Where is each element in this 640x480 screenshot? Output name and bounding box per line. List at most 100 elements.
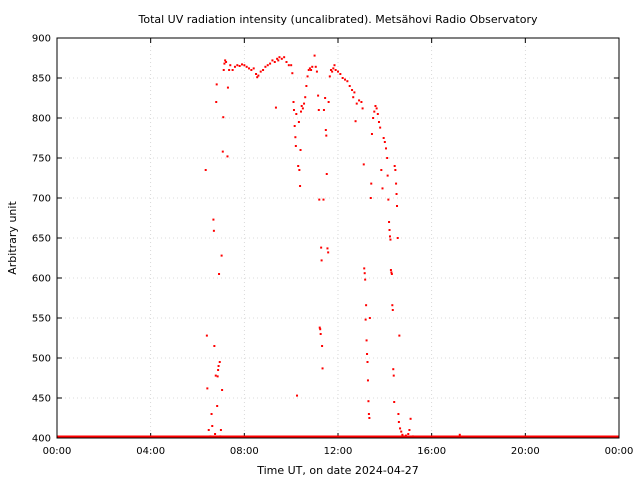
data-point [395, 182, 398, 185]
x-tick-label: 00:00 [605, 446, 634, 457]
data-point [222, 69, 225, 71]
data-point [393, 165, 396, 167]
data-point [317, 109, 320, 111]
data-point [280, 57, 283, 60]
data-point [214, 374, 217, 377]
data-point [373, 110, 376, 113]
data-point [283, 56, 286, 59]
data-point [255, 73, 258, 75]
data-point [209, 435, 212, 438]
data-point [226, 86, 229, 89]
data-point [388, 235, 391, 238]
x-axis-label: Time UT, on date 2024-04-27 [256, 464, 419, 477]
data-point [458, 433, 461, 436]
data-point [296, 394, 299, 397]
data-point [331, 70, 334, 73]
data-point [366, 353, 369, 355]
data-point [376, 113, 379, 115]
data-point [238, 65, 241, 67]
y-tick-label: 750 [32, 154, 51, 165]
data-point [321, 367, 324, 370]
data-point [358, 99, 361, 102]
data-point [213, 345, 216, 347]
data-point [394, 169, 397, 171]
data-point [366, 379, 369, 382]
data-point [386, 174, 389, 177]
y-tick-label: 450 [32, 394, 51, 405]
y-tick-label: 500 [32, 354, 51, 365]
y-axis-ticks: 400 450 500 550 600 650 700 750 800 850 900 [32, 34, 619, 445]
data-point [225, 61, 228, 63]
data-point [311, 65, 314, 68]
data-point [392, 368, 395, 371]
data-point [354, 120, 357, 123]
data-point [207, 429, 210, 431]
data-point [388, 229, 391, 231]
data-point [307, 69, 310, 71]
data-point [319, 333, 322, 335]
data-point [321, 345, 324, 347]
data-point [351, 89, 354, 91]
data-point [291, 72, 294, 75]
data-point [375, 107, 378, 110]
data-point [298, 169, 301, 171]
data-point [210, 413, 213, 415]
data-point [362, 163, 365, 166]
data-point [319, 328, 322, 331]
y-tick-label: 550 [32, 314, 51, 325]
data-point [369, 197, 372, 199]
data-point [212, 229, 215, 232]
data-point [391, 304, 394, 307]
data-point [339, 73, 342, 75]
data-point [400, 430, 403, 433]
data-point [396, 205, 399, 207]
data-point [353, 91, 356, 94]
y-tick-label: 700 [32, 194, 51, 205]
data-point [387, 198, 390, 201]
data-point [229, 64, 232, 67]
data-point [216, 405, 219, 407]
x-tick-label: 08:00 [230, 446, 259, 457]
data-point [370, 133, 373, 135]
data-point [322, 198, 325, 201]
data-point [390, 271, 393, 274]
data-point [388, 221, 391, 223]
data-point [294, 145, 297, 147]
data-point [290, 64, 293, 67]
data-point [382, 137, 385, 139]
data-point [217, 369, 220, 371]
data-point [326, 247, 329, 250]
data-point [320, 259, 323, 262]
data-point [233, 65, 236, 68]
data-point [299, 185, 302, 187]
data-point [300, 110, 303, 113]
data-point [367, 400, 370, 403]
data-point [273, 61, 276, 63]
data-point [402, 435, 405, 438]
data-point [392, 374, 395, 377]
data-point [219, 429, 222, 431]
data-point [409, 417, 412, 420]
data-point [397, 413, 400, 415]
data-point [346, 80, 349, 83]
data-point [262, 69, 265, 71]
data-point [292, 109, 295, 111]
data-point [404, 434, 407, 437]
y-tick-label: 650 [32, 234, 51, 245]
data-point [214, 433, 217, 435]
data-point [204, 169, 207, 171]
data-point [256, 76, 259, 79]
data-point [389, 238, 392, 241]
data-point [313, 54, 316, 57]
data-point [328, 75, 331, 78]
data-point [211, 425, 214, 427]
x-tick-label: 00:00 [43, 446, 72, 457]
data-point [205, 334, 208, 337]
grid-lines [57, 38, 619, 438]
data-point [304, 96, 307, 99]
data-point [216, 375, 219, 378]
data-point [231, 69, 234, 71]
data-point [367, 413, 370, 415]
data-point [228, 69, 231, 71]
y-tick-label: 400 [32, 434, 51, 445]
